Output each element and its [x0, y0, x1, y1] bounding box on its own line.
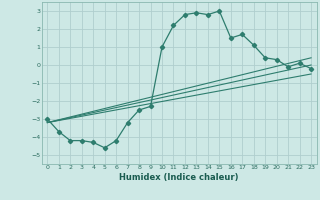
X-axis label: Humidex (Indice chaleur): Humidex (Indice chaleur) [119, 173, 239, 182]
